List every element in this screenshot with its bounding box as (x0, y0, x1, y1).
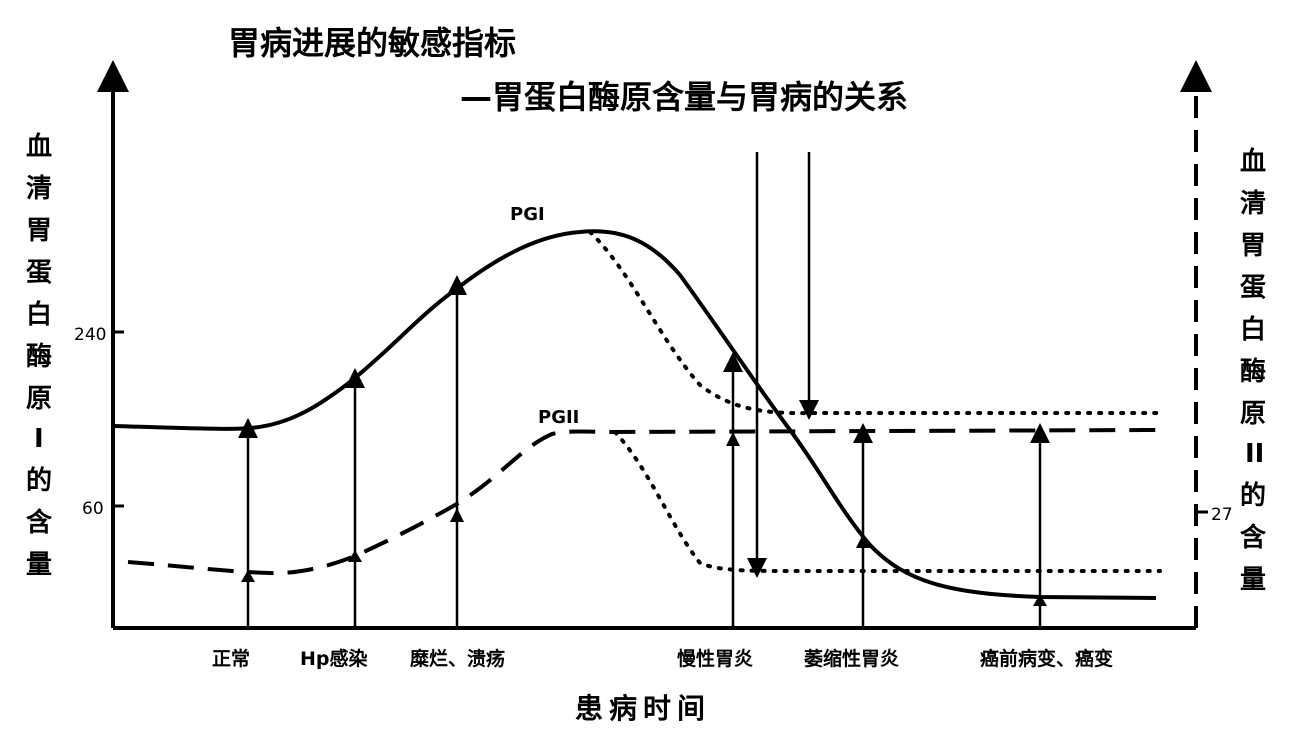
left-y-label-char: 酶 (26, 342, 52, 372)
left-y-label-char: 血 (26, 132, 52, 162)
chart-subtitle: —胃蛋白酶原含量与胃病的关系 (460, 78, 908, 116)
left-tick-label-60: 60 (82, 499, 104, 519)
left-y-label-char: 原 (26, 384, 52, 414)
series-label-pgi: PGI (510, 204, 545, 225)
right-tick-label-27: 27 (1211, 505, 1233, 525)
left-y-label-char: 胃 (26, 216, 52, 246)
right-y-label: 血 清 胃 蛋 白 酶 原 II 的 含 量 (1240, 147, 1267, 595)
series-label-pgii: PGII (538, 407, 579, 428)
left-y-label-char: 白 (26, 299, 52, 330)
series-line-pgii (127, 428, 1161, 576)
right-y-label-char: 白 (1240, 314, 1266, 345)
chart-title: 胃病进展的敏感指标 (228, 24, 516, 62)
right-y-label-char: 清 (1240, 189, 1266, 219)
left-y-label-char: 含 (26, 507, 53, 538)
down-arrows (747, 152, 819, 578)
arrowhead-marker (856, 534, 870, 548)
x-axis-label: 患病时间 (575, 692, 711, 725)
category-label: 糜烂、溃疡 (410, 647, 505, 670)
series-line-pgii-drop (613, 430, 1162, 574)
series-line-pgi-drop (588, 230, 1162, 416)
right-y-label-char: 血 (1240, 147, 1266, 177)
left-y-label-char: I (34, 424, 44, 454)
left-y-label-char: 的 (26, 465, 52, 496)
curves (114, 229, 1162, 600)
category-label: 癌前病变、癌变 (980, 647, 1113, 670)
stage-arrows (238, 275, 1050, 628)
category-label: 慢性胃炎 (677, 647, 753, 670)
right-y-label-char: 原 (1240, 399, 1266, 429)
right-y-label-char: 含 (1240, 522, 1267, 553)
right-y-label-char: 量 (1240, 565, 1266, 595)
category-label: 正常 (212, 647, 250, 670)
right-y-label-char: II (1245, 439, 1264, 469)
left-tick-label-240: 240 (74, 325, 106, 345)
right-y-label-char: 蛋 (1240, 273, 1266, 303)
left-y-label-char: 清 (26, 174, 52, 204)
arrowhead-marker (1033, 594, 1047, 606)
category-label: 萎缩性胃炎 (803, 647, 899, 670)
right-y-label-char: 酶 (1240, 357, 1266, 387)
arrowhead-marker (450, 508, 464, 522)
series-line-pgi (114, 229, 1157, 600)
left-y-label: 血 清 胃 蛋 白 酶 原 I 的 含 量 (26, 132, 53, 580)
left-y-label-char: 量 (26, 550, 52, 580)
right-y-label-char: 的 (1240, 480, 1266, 511)
arrowhead-marker (348, 550, 362, 562)
left-y-label-char: 蛋 (26, 258, 52, 288)
axes (97, 60, 1212, 630)
arrowhead-marker (726, 432, 740, 446)
right-y-label-char: 胃 (1240, 231, 1266, 261)
category-label: Hp感染 (300, 647, 368, 670)
arrowhead-marker (241, 570, 255, 582)
